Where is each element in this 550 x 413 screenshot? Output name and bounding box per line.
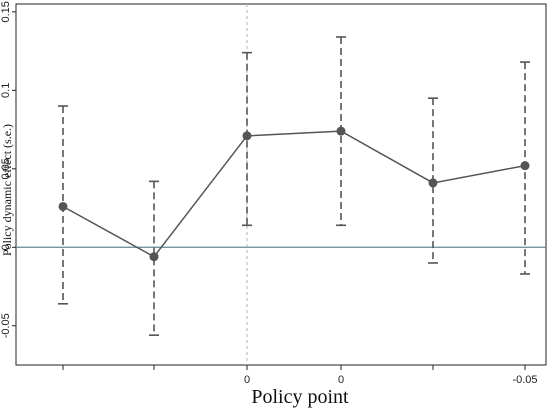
data-point-6 — [520, 161, 530, 171]
y-tick-label-5: -0.05 — [0, 313, 12, 338]
y-tick-label-4: 0 — [0, 244, 12, 250]
data-point-1 — [58, 201, 68, 211]
y-tick-label-2: 0.1 — [0, 83, 12, 98]
data-point-4 — [336, 126, 346, 136]
plot-frame — [15, 3, 547, 366]
x-tick-label-6: -0.05 — [512, 374, 537, 386]
x-tick-label-4: 0 — [338, 374, 344, 386]
x-axis-label: Policy point — [251, 386, 349, 408]
data-point-3 — [242, 131, 252, 141]
ticks-layer: 0.15 0.1 0.05 0 -0.05 0 0 -0.05 — [0, 1, 538, 386]
y-axis-label: Policy dynamic effect (s.e.) — [0, 124, 14, 256]
x-tick-label-3: 0 — [244, 374, 250, 386]
plot-layer — [16, 4, 546, 365]
data-point-5 — [428, 178, 438, 188]
y-tick-label-1: 0.15 — [0, 1, 12, 22]
y-tick-label-3: 0.05 — [0, 158, 12, 179]
series-line — [62, 130, 526, 258]
data-point-2 — [149, 252, 159, 262]
